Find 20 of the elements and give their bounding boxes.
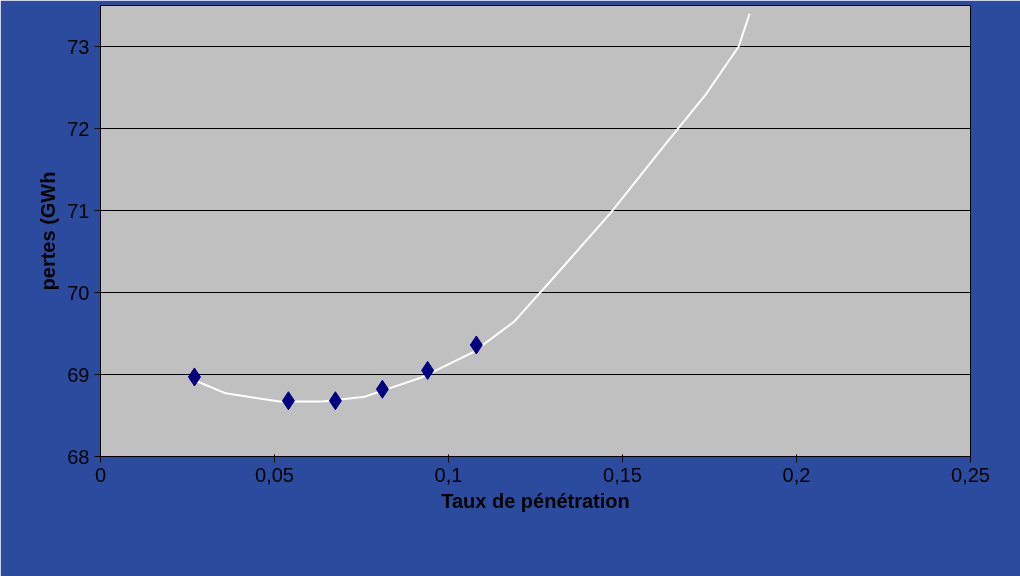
- point: [328, 391, 342, 411]
- y-axis-title: pertes (GWh: [37, 171, 60, 291]
- point: [375, 379, 389, 399]
- x-tick-label: 0,05: [255, 463, 294, 486]
- x-tick-label: 0,2: [782, 463, 811, 486]
- point: [469, 335, 483, 355]
- x-tick-label: 0,15: [603, 463, 642, 486]
- y-tick-label: 70: [67, 281, 90, 304]
- x-tick-label: 0: [94, 463, 107, 486]
- y-tick-label: 68: [67, 445, 90, 468]
- x-tick-label: 0,1: [434, 463, 463, 486]
- y-tick-label: 69: [67, 363, 90, 386]
- point: [187, 367, 201, 387]
- point: [421, 360, 435, 380]
- y-tick-label: 73: [67, 35, 90, 58]
- y-tick-label: 71: [67, 199, 90, 222]
- point: [281, 391, 295, 411]
- x-axis-title: Taux de pénétration: [441, 489, 630, 512]
- x-tick-label: 0,25: [951, 463, 990, 486]
- y-tick-label: 72: [67, 117, 90, 140]
